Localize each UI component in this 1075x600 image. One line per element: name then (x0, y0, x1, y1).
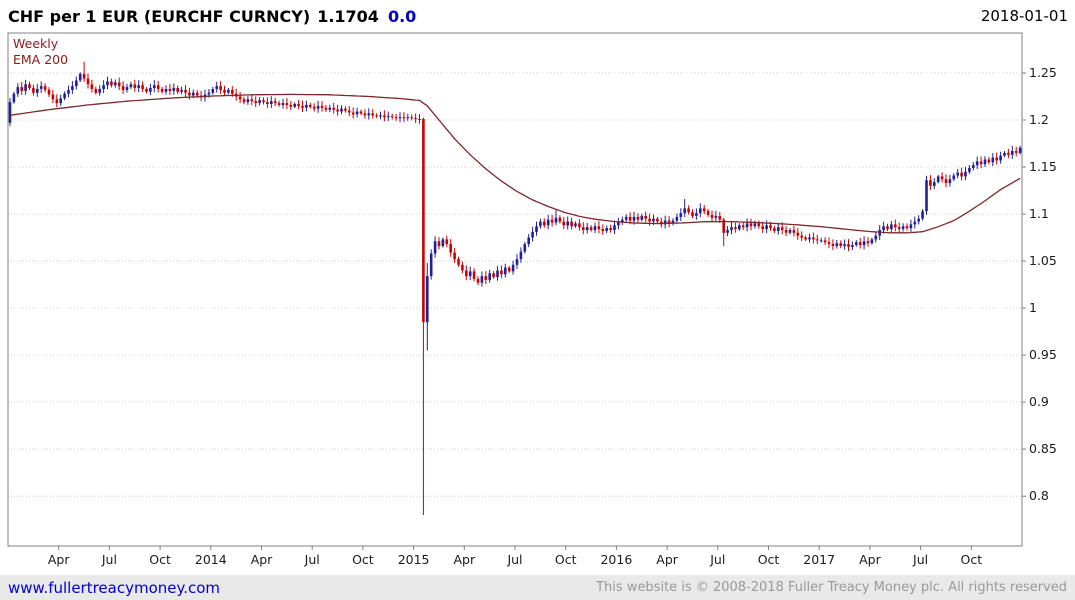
x-axis-label: Jul (709, 552, 725, 567)
y-axis: 0.8 0.85 0.9 0.95 1 1.05 1.1 1.15 1.2 1.25 (1022, 65, 1057, 503)
x-axis-label: Oct (960, 552, 982, 567)
chart-date: 2018-01-01 (980, 7, 1068, 25)
x-axis-label: Oct (149, 552, 171, 567)
x-axis-label: Apr (48, 552, 70, 567)
x-axis-label: 2014 (195, 552, 227, 567)
y-axis-label: 0.9 (1029, 394, 1049, 409)
x-axis-label: Oct (555, 552, 577, 567)
price-chart[interactable]: 0.8 0.85 0.9 0.95 1 1.05 1.1 1.15 1.2 1.25 Apr Jul O… (0, 0, 1075, 575)
site-link[interactable]: www.fullertreacymoney.com (8, 578, 221, 597)
last-price: 1.1704 (317, 7, 379, 26)
chart-header: CHF per 1 EUR (EURCHF CURNCY) 1.1704 0.0 2… (0, 0, 1075, 32)
x-axis-label: Oct (758, 552, 780, 567)
x-axis-label: 2015 (398, 552, 430, 567)
x-axis-label: 2016 (600, 552, 632, 567)
x-axis-label: Jul (506, 552, 522, 567)
x-axis-label: 2017 (803, 552, 835, 567)
gridlines (8, 72, 1022, 497)
x-axis-label: Apr (453, 552, 475, 567)
x-axis-label: Apr (251, 552, 273, 567)
copyright-text: This website is © 2008-2018 Fuller Treac… (596, 580, 1067, 595)
candles (8, 61, 1022, 515)
ema-line (9, 93, 1021, 234)
footer-bar: www.fullertreacymoney.com This website i… (0, 575, 1075, 600)
instrument-name: CHF per 1 EUR (EURCHF CURNCY) (8, 7, 311, 26)
y-axis-label: 0.8 (1029, 488, 1049, 503)
plot-border (7, 32, 1023, 547)
y-axis-label: 1.15 (1029, 159, 1057, 174)
ema-overlay-label: EMA 200 (13, 52, 69, 67)
y-axis-label: 1.25 (1029, 65, 1057, 80)
x-axis: Apr Jul Oct 2014 Apr Jul Oct 2015 Apr Jul Oct 2016 A… (48, 546, 982, 567)
x-axis-label: Jul (912, 552, 928, 567)
x-axis-label: Apr (859, 552, 881, 567)
chart-area: 0.8 0.85 0.9 0.95 1 1.05 1.1 1.15 1.2 1.25 Apr Jul O… (0, 0, 1075, 575)
price-change: 0.0 (387, 7, 417, 26)
x-axis-label: Apr (656, 552, 678, 567)
y-axis-label: 1.1 (1029, 206, 1049, 221)
y-axis-label: 1 (1029, 300, 1037, 315)
x-axis-label: Jul (304, 552, 320, 567)
y-axis-label: 1.2 (1029, 112, 1049, 127)
interval-label: Weekly (13, 36, 59, 51)
y-axis-label: 0.95 (1029, 347, 1057, 362)
chart-title: CHF per 1 EUR (EURCHF CURNCY) 1.1704 0.0 (8, 7, 416, 26)
y-axis-label: 0.85 (1029, 441, 1057, 456)
x-axis-label: Oct (352, 552, 374, 567)
x-axis-label: Jul (101, 552, 117, 567)
y-axis-label: 1.05 (1029, 253, 1057, 268)
